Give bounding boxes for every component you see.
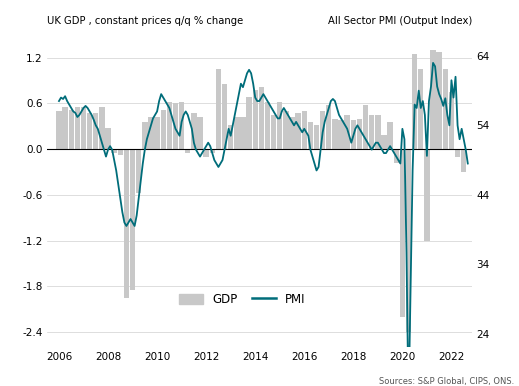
Bar bbox=[112, 149, 117, 153]
Bar bbox=[400, 149, 405, 317]
Bar bbox=[247, 97, 252, 149]
Bar bbox=[302, 111, 307, 149]
Bar bbox=[338, 120, 344, 149]
Bar bbox=[105, 128, 111, 149]
Bar bbox=[412, 54, 417, 149]
Bar bbox=[148, 117, 154, 149]
Bar bbox=[191, 113, 197, 149]
Bar bbox=[351, 120, 356, 149]
Bar bbox=[185, 149, 190, 153]
Bar bbox=[197, 117, 203, 149]
Bar bbox=[424, 149, 430, 240]
Bar bbox=[406, 149, 411, 332]
Bar bbox=[160, 110, 166, 149]
Bar bbox=[345, 115, 350, 149]
Bar bbox=[308, 122, 313, 149]
Bar bbox=[265, 102, 270, 149]
Bar bbox=[142, 122, 147, 149]
Bar bbox=[124, 149, 129, 298]
Bar bbox=[222, 85, 227, 149]
Bar bbox=[271, 115, 276, 149]
Bar bbox=[289, 117, 295, 149]
Bar bbox=[277, 102, 282, 149]
Bar bbox=[283, 111, 289, 149]
Bar bbox=[369, 115, 374, 149]
Bar bbox=[203, 149, 209, 157]
Bar bbox=[210, 149, 215, 153]
Legend: GDP, PMI: GDP, PMI bbox=[175, 288, 310, 311]
Bar bbox=[326, 105, 332, 149]
Bar bbox=[130, 149, 135, 290]
Bar bbox=[357, 119, 362, 149]
Bar bbox=[136, 149, 141, 193]
Bar bbox=[436, 52, 442, 149]
Bar bbox=[363, 105, 368, 149]
Bar bbox=[418, 69, 424, 149]
Bar bbox=[118, 149, 123, 155]
Text: UK GDP , constant prices q/q % change: UK GDP , constant prices q/q % change bbox=[47, 16, 243, 26]
Bar bbox=[375, 115, 380, 149]
Bar bbox=[62, 107, 68, 149]
Bar bbox=[461, 149, 467, 172]
Bar bbox=[173, 103, 178, 149]
Bar bbox=[253, 90, 258, 149]
Bar bbox=[75, 107, 80, 149]
Bar bbox=[167, 102, 172, 149]
Bar bbox=[154, 117, 160, 149]
Text: Sources: S&P Global, CIPS, ONS.: Sources: S&P Global, CIPS, ONS. bbox=[378, 377, 514, 386]
Bar bbox=[56, 111, 62, 149]
Bar bbox=[332, 119, 338, 149]
Bar bbox=[387, 122, 393, 149]
Bar bbox=[99, 107, 105, 149]
Bar bbox=[240, 117, 245, 149]
Bar bbox=[69, 110, 74, 149]
Bar bbox=[87, 113, 92, 149]
Bar bbox=[228, 125, 234, 149]
Bar bbox=[234, 117, 239, 149]
Bar bbox=[430, 50, 436, 149]
Bar bbox=[320, 111, 325, 149]
Bar bbox=[81, 107, 86, 149]
Bar bbox=[443, 69, 448, 149]
Bar bbox=[179, 102, 184, 149]
Bar bbox=[314, 125, 319, 149]
Bar bbox=[216, 69, 221, 149]
Bar bbox=[295, 113, 301, 149]
Bar bbox=[258, 86, 264, 149]
Text: All Sector PMI (Output Index): All Sector PMI (Output Index) bbox=[328, 16, 472, 26]
Bar bbox=[455, 149, 460, 157]
Bar bbox=[393, 149, 399, 163]
Bar bbox=[93, 113, 99, 149]
Bar bbox=[449, 92, 454, 149]
Bar bbox=[381, 135, 387, 149]
